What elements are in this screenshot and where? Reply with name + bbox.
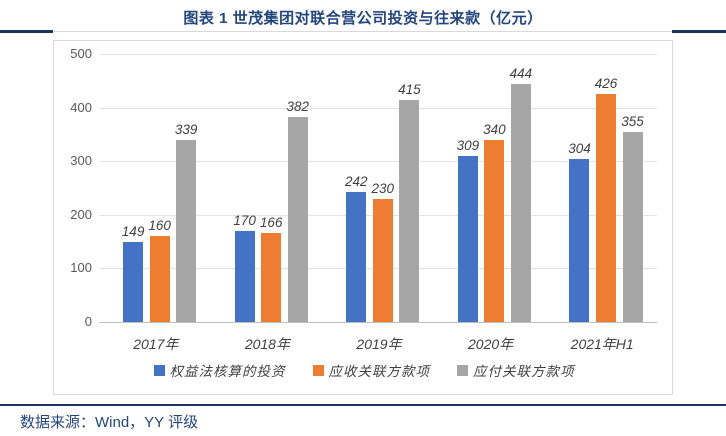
bar-col: 426: [594, 75, 618, 322]
legend-item-权益法核算的投资: 权益法核算的投资: [153, 360, 286, 380]
bar-value-label: 170: [233, 212, 256, 228]
bar-col: 230: [371, 180, 395, 322]
bar-col: 355: [621, 114, 644, 322]
bar-col: 149: [121, 224, 145, 322]
y-axis-label-200: 200: [70, 206, 92, 222]
bar-value-label: 166: [259, 215, 283, 231]
legend-swatch-icon: [312, 364, 324, 376]
bar-col: 415: [398, 82, 421, 322]
plot-area: 149 160 339 170 166 382 242 230 415 309 340 444 304 4…: [99, 54, 657, 323]
gridline-400: [99, 107, 657, 109]
bar-value-label: 304: [568, 141, 591, 157]
bar-col: 444: [509, 66, 533, 322]
chart-area: 149 160 339 170 166 382 242 230 415 309 340 444 304 4…: [53, 40, 673, 395]
bar-应付关联方款项-2019年: [399, 99, 420, 322]
page-title: 图表 1 世茂集团对联合营公司投资与往来款（亿元）: [183, 10, 543, 27]
bar-col: 382: [286, 99, 309, 322]
legend: 权益法核算的投资 应收关联方款项 应付关联方款项: [54, 360, 674, 380]
legend-swatch-icon: [457, 364, 468, 376]
gridline-0: [99, 322, 657, 323]
bar-col: 242: [345, 174, 368, 322]
bar-value-label: 242: [345, 174, 368, 190]
bar-value-label: 355: [621, 113, 644, 129]
bar-col: 166: [259, 215, 283, 322]
gridline-500: [99, 54, 657, 55]
bar-value-label: 309: [456, 138, 480, 154]
legend-item-应付关联方款项: 应付关联方款项: [457, 360, 575, 380]
title-rule: [0, 30, 726, 34]
source-divider: [0, 404, 726, 406]
bar-col: 170: [233, 213, 256, 322]
bar-应收关联方款项-2019年: [372, 198, 393, 322]
bar-value-label: 382: [286, 99, 309, 115]
legend-label: 权益法核算的投资: [169, 364, 286, 379]
legend-item-应收关联方款项: 应收关联方款项: [312, 360, 431, 380]
bar-应付关联方款项-2020年: [510, 84, 531, 322]
bar-group-2018年: 170 166 382: [233, 99, 309, 322]
bar-value-label: 339: [174, 122, 198, 138]
bar-应收关联方款项-2020年: [484, 139, 505, 322]
bar-group-2017年: 149 160 339: [121, 122, 197, 322]
bar-应收关联方款项-2017年: [149, 236, 170, 322]
legend-swatch-icon: [153, 364, 165, 376]
bar-value-label: 340: [483, 121, 506, 137]
bar-value-label: 230: [371, 180, 395, 196]
bar-col: 309: [456, 138, 480, 322]
y-axis-label-400: 400: [70, 99, 92, 115]
bar-应收关联方款项-2021年H1: [595, 93, 616, 322]
bar-group-2021年H1: 304 426 355: [568, 75, 644, 322]
bar-权益法核算的投资-2018年: [234, 230, 255, 322]
title-rule-navy-right: [672, 30, 726, 33]
x-axis-label-2018年: 2018年: [244, 336, 290, 352]
bar-group-2019年: 242 230 415: [345, 82, 421, 322]
bar-应付关联方款项-2021年H1: [622, 131, 643, 322]
bar-col: 160: [148, 218, 171, 322]
bar-col: 340: [483, 122, 506, 322]
title-rule-thin-line: [0, 31, 726, 32]
x-axis-label-2020年: 2020年: [468, 336, 514, 352]
x-axis-label-2019年: 2019年: [356, 336, 402, 352]
bar-value-label: 415: [398, 81, 421, 97]
bar-权益法核算的投资-2019年: [346, 192, 367, 322]
bar-value-label: 160: [148, 218, 171, 234]
gridline-300: [99, 161, 657, 163]
bar-value-label: 444: [509, 66, 533, 82]
bar-应收关联方款项-2018年: [261, 233, 282, 322]
y-axis-label-100: 100: [70, 260, 92, 276]
data-source: 数据来源：Wind，YY 评级: [20, 414, 199, 431]
x-axis-label-2021年H1: 2021年H1: [570, 336, 634, 352]
bar-权益法核算的投资-2020年: [457, 156, 478, 322]
bar-value-label: 426: [594, 75, 618, 91]
bar-group-2020年: 309 340 444: [456, 66, 532, 322]
x-axis: 2017年 2018年 2019年 2020年 2021年H1: [99, 334, 657, 354]
y-axis-label-500: 500: [70, 46, 92, 61]
bar-col: 339: [174, 122, 198, 322]
bar-权益法核算的投资-2017年: [123, 242, 144, 322]
bar-value-label: 149: [121, 224, 145, 240]
y-axis-label-0: 0: [84, 314, 92, 329]
x-axis-label-2017年: 2017年: [133, 336, 179, 352]
legend-label: 应收关联方款项: [328, 364, 430, 379]
legend-label: 应付关联方款项: [473, 364, 575, 379]
bar-应付关联方款项-2017年: [176, 140, 197, 322]
bar-col: 304: [568, 141, 591, 322]
bar-权益法核算的投资-2021年H1: [569, 159, 590, 322]
bar-应付关联方款项-2018年: [287, 117, 308, 322]
title-rule-navy-left: [0, 30, 53, 33]
y-axis-label-300: 300: [70, 153, 92, 169]
